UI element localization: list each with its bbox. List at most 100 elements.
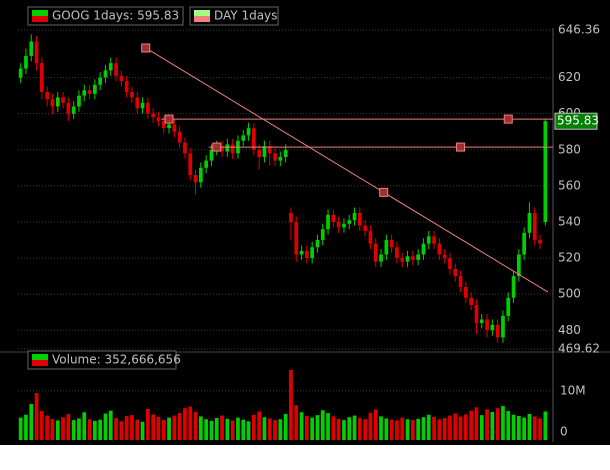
volume-bar bbox=[416, 418, 421, 440]
candle-body bbox=[495, 324, 500, 338]
volume-bar bbox=[236, 417, 240, 440]
volume-bar bbox=[34, 392, 39, 440]
candle-body bbox=[156, 117, 161, 121]
candle-body bbox=[522, 232, 527, 255]
candle-body bbox=[167, 124, 171, 129]
hline-handle bbox=[212, 142, 222, 152]
volume-bar bbox=[214, 418, 219, 440]
volume-bar bbox=[18, 417, 23, 440]
volume-bar bbox=[124, 415, 129, 440]
y-tick-label: 520 bbox=[558, 251, 581, 265]
volume-bar bbox=[188, 406, 193, 440]
volume-bar bbox=[532, 416, 537, 440]
candle-body bbox=[225, 144, 230, 152]
candle-body bbox=[453, 268, 458, 277]
volume-bar bbox=[421, 417, 426, 440]
volume-bar bbox=[108, 410, 113, 440]
volume-bar bbox=[527, 413, 532, 440]
candle-body bbox=[410, 256, 415, 260]
last-price-box bbox=[554, 112, 598, 130]
volume-bar bbox=[151, 414, 156, 440]
y-tick-label: 500 bbox=[558, 287, 581, 301]
volume-bar bbox=[39, 411, 44, 440]
trendline-handle bbox=[379, 187, 389, 197]
volume-bar bbox=[474, 407, 479, 440]
volume-bar bbox=[490, 411, 495, 440]
legend-icon bbox=[194, 16, 210, 22]
volume-bar bbox=[347, 417, 352, 440]
trendline-handle bbox=[141, 43, 151, 53]
volume-bar bbox=[326, 413, 330, 440]
volume-bar bbox=[363, 419, 368, 440]
volume-bar bbox=[331, 416, 336, 440]
candle-body bbox=[98, 77, 103, 85]
volume-bar bbox=[448, 415, 452, 440]
y-tick-label: 560 bbox=[558, 178, 581, 192]
candle-body bbox=[331, 214, 336, 222]
candle-body bbox=[373, 243, 378, 262]
candle-body bbox=[71, 106, 76, 114]
candle-body bbox=[61, 97, 65, 103]
volume-bar bbox=[98, 419, 103, 440]
volume-bar bbox=[156, 416, 161, 440]
volume-bar bbox=[543, 411, 548, 440]
candle-body bbox=[124, 81, 129, 93]
candle-body bbox=[463, 286, 468, 298]
volume-bar bbox=[310, 417, 315, 440]
candle-body bbox=[50, 99, 55, 107]
volume-bar bbox=[379, 416, 383, 440]
candle-body bbox=[24, 55, 28, 69]
volume-bar bbox=[257, 411, 262, 440]
volume-bar bbox=[198, 416, 203, 440]
volume-bar bbox=[204, 419, 209, 440]
volume-bar bbox=[251, 414, 256, 440]
volume-bar bbox=[140, 421, 145, 440]
volume-bar bbox=[342, 420, 346, 440]
candle-body bbox=[92, 84, 97, 94]
volume-bar bbox=[373, 409, 378, 440]
candle-body bbox=[368, 230, 373, 244]
volume-bar bbox=[442, 418, 447, 440]
candle-body bbox=[405, 256, 410, 262]
candle-body bbox=[39, 63, 44, 93]
candle-body bbox=[257, 149, 262, 157]
candle-body bbox=[183, 142, 187, 154]
volume-bar bbox=[479, 415, 484, 440]
candle-body bbox=[511, 276, 516, 298]
volume-bar bbox=[315, 415, 320, 440]
candle-body bbox=[299, 250, 304, 255]
candle-body bbox=[177, 131, 182, 143]
candle-body bbox=[135, 97, 140, 109]
background bbox=[0, 0, 610, 445]
volume-bar bbox=[426, 414, 431, 440]
volume-bar bbox=[384, 418, 389, 440]
candle-body bbox=[251, 128, 256, 150]
candle-body bbox=[442, 254, 447, 259]
volume-bar bbox=[50, 418, 55, 440]
candle-body bbox=[384, 240, 389, 255]
volume-bar bbox=[395, 420, 399, 440]
legend-label: DAY 1days bbox=[214, 9, 277, 23]
volume-bar bbox=[130, 415, 134, 440]
candle-body bbox=[363, 225, 368, 231]
candle-body bbox=[161, 120, 166, 129]
legend-box bbox=[27, 6, 184, 26]
trendline bbox=[145, 47, 549, 293]
candle-body bbox=[198, 167, 203, 183]
volume-bar bbox=[352, 415, 357, 440]
volume-bar bbox=[538, 418, 542, 440]
candle-body bbox=[87, 90, 92, 94]
candle-body bbox=[34, 41, 39, 64]
candle-body bbox=[421, 243, 426, 255]
candle-body bbox=[119, 75, 124, 82]
volume-bar bbox=[82, 412, 87, 440]
volume-bar bbox=[511, 414, 516, 440]
candle-body bbox=[230, 144, 235, 154]
volume-bar bbox=[114, 418, 118, 440]
y-tick-label: 0 bbox=[560, 425, 568, 439]
candle-body bbox=[103, 70, 108, 78]
candle-body bbox=[66, 102, 71, 114]
candle-body bbox=[426, 236, 431, 244]
